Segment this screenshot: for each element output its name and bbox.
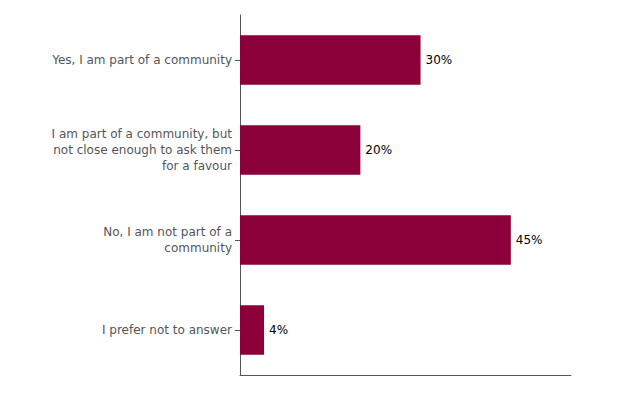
svg-text:Yes, I am part of a community: Yes, I am part of a community (51, 53, 232, 67)
svg-text:No, I am not part of a: No, I am not part of a (103, 225, 232, 239)
svg-text:I prefer not to answer: I prefer not to answer (102, 323, 232, 337)
svg-text:community: community (164, 241, 232, 255)
svg-text:not close enough to ask them: not close enough to ask them (53, 143, 232, 157)
svg-text:45%: 45% (516, 233, 543, 247)
svg-text:I am part of a community, but: I am part of a community, but (52, 127, 233, 141)
svg-text:4%: 4% (269, 323, 288, 337)
svg-text:20%: 20% (365, 143, 392, 157)
svg-text:30%: 30% (426, 53, 453, 67)
svg-text:for a favour: for a favour (162, 159, 232, 173)
